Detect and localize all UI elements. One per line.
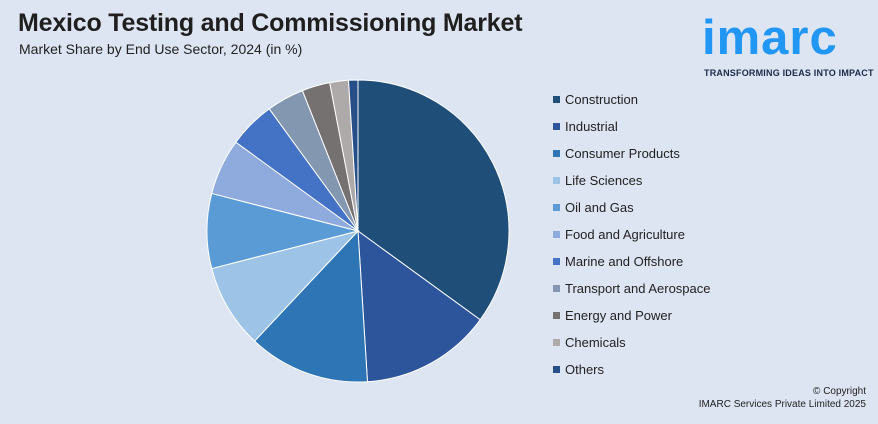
legend-item-chemicals: Chemicals [553,329,711,356]
legend-swatch [553,123,560,130]
pie-slice-industrial [357,229,481,383]
legend-swatch [553,366,560,373]
legend-swatch [553,177,560,184]
legend-label: Consumer Products [565,146,680,161]
pie-slice-consumer-products [253,229,369,383]
legend-item-consumer-products: Consumer Products [553,140,711,167]
legend-label: Marine and Offshore [565,254,684,269]
pie-slice-others [347,79,359,232]
chart-subtitle: Market Share by End Use Sector, 2024 (in… [19,41,303,57]
logo-tagline: TRANSFORMING IDEAS INTO IMPACT [704,68,874,78]
legend-label: Life Sciences [565,173,643,188]
legend-item-oil-and-gas: Oil and Gas [553,194,711,221]
pie-slice-construction [357,79,510,321]
legend-item-construction: Construction [553,86,711,113]
legend-item-life-sciences: Life Sciences [553,167,711,194]
legend-label: Energy and Power [565,308,672,323]
legend-swatch [553,231,560,238]
legend-swatch [553,96,560,103]
legend-item-industrial: Industrial [553,113,711,140]
legend-swatch [553,204,560,211]
legend-swatch [553,150,560,157]
legend-swatch [553,339,560,346]
legend-label: Oil and Gas [565,200,634,215]
chart-title: Mexico Testing and Commissioning Market [18,9,523,37]
logo-wordmark: imarc [702,11,838,65]
legend-label: Industrial [565,119,618,134]
legend-label: Construction [565,92,638,107]
legend-swatch [553,258,560,265]
legend-item-energy-and-power: Energy and Power [553,302,711,329]
legend-item-food-and-agriculture: Food and Agriculture [553,221,711,248]
legend-swatch [553,312,560,319]
legend-item-transport-and-aerospace: Transport and Aerospace [553,275,711,302]
legend-label: Chemicals [565,335,626,350]
imarc-logo: imarc TRANSFORMING IDEAS INTO IMPACT [702,8,873,80]
legend-swatch [553,285,560,292]
copyright-notice: © Copyright IMARC Services Private Limit… [699,385,866,411]
legend-item-others: Others [553,356,711,383]
pie-slice-life-sciences [211,230,360,342]
chart-legend: Construction Industrial Consumer Products L… [553,86,711,383]
copyright-line-1: © Copyright [813,386,866,397]
copyright-line-2: IMARC Services Private Limited 2025 [698,399,866,410]
legend-label: Food and Agriculture [565,227,685,242]
legend-item-marine-and-offshore: Marine and Offshore [553,248,711,275]
legend-label: Others [565,362,605,377]
legend-label: Transport and Aerospace [565,281,711,296]
